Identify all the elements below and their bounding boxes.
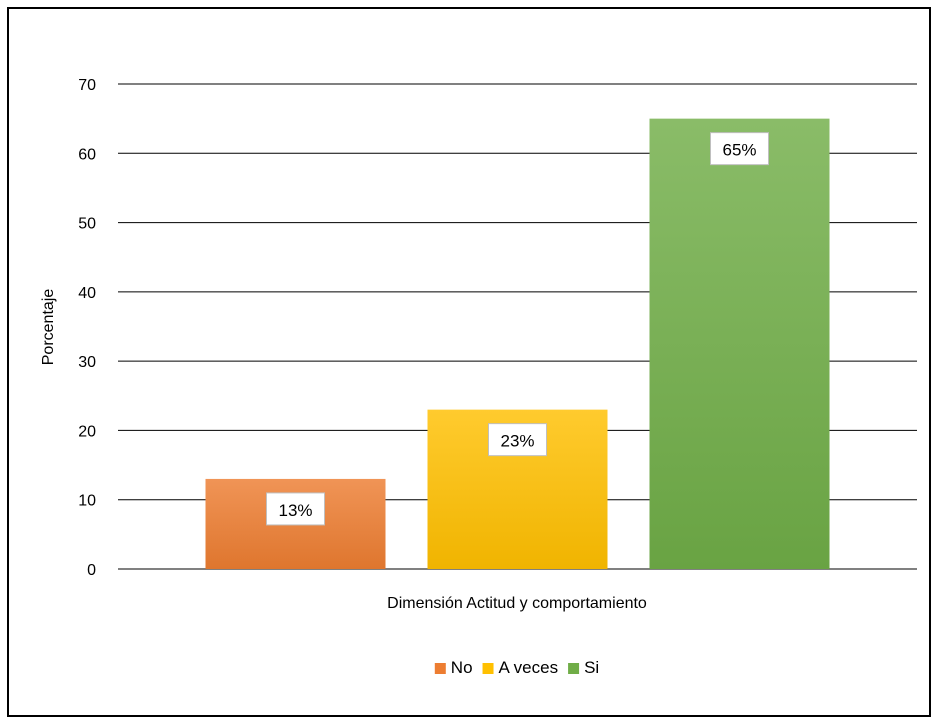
legend-item: A veces	[482, 658, 559, 677]
y-tick-label: 0	[87, 562, 96, 579]
legend-label: No	[451, 658, 473, 677]
y-tick-label: 50	[78, 216, 96, 233]
data-label: 13%	[278, 501, 312, 520]
legend-item: Si	[568, 658, 599, 677]
y-tick-label: 40	[78, 285, 96, 302]
bar-si	[649, 118, 830, 570]
legend-label: Si	[584, 658, 599, 677]
data-label: 23%	[500, 432, 534, 451]
data-label-box	[710, 132, 769, 166]
legend-label: A veces	[499, 658, 559, 677]
legend: No A veces Si	[434, 658, 599, 677]
data-label-box	[488, 423, 547, 457]
y-tick-label: 70	[78, 77, 96, 94]
y-tick-label: 20	[78, 423, 96, 440]
y-tick-label: 30	[78, 354, 96, 371]
data-labels: 13% 23% 65%	[266, 132, 769, 526]
y-tick-label: 10	[78, 493, 96, 510]
x-axis-title: Dimensión Actitud y comportamiento	[387, 595, 647, 612]
legend-swatch	[568, 663, 580, 674]
data-label-box	[266, 492, 325, 526]
y-axis-ticks: 0 10 20 30 40 50 60 70	[78, 77, 96, 579]
data-label: 65%	[722, 141, 756, 160]
y-axis-title: Porcentaje	[40, 289, 57, 366]
y-tick-label: 60	[78, 146, 96, 163]
legend-swatch	[434, 663, 446, 674]
legend-item: No	[434, 658, 473, 677]
legend-swatch	[482, 663, 494, 674]
